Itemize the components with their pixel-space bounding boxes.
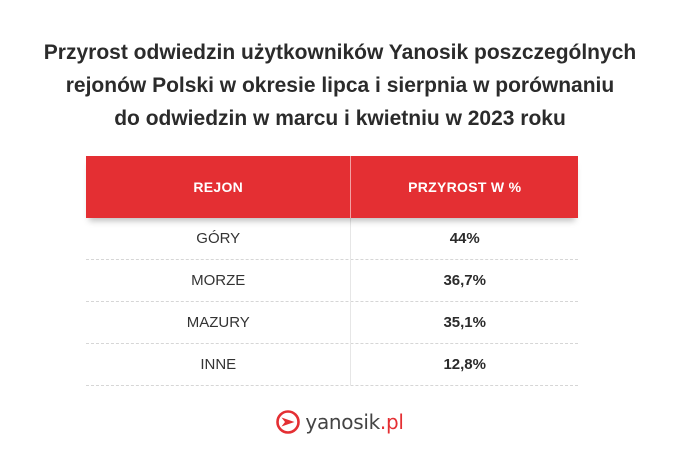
cell-growth: 12,8%	[443, 356, 486, 373]
brand-logo-inner: yanosik.pl	[276, 410, 404, 434]
cell-region: MAZURY	[86, 302, 352, 343]
title-line-3: do odwiedzin w marcu i kwietniu w 2023 r…	[114, 107, 566, 130]
chart-title: Przyrost odwiedzin użytkowników Yanosik …	[20, 36, 660, 135]
cell-growth: 35,1%	[443, 314, 486, 331]
brand-logo-text: yanosik.pl	[305, 410, 403, 434]
table-row: MORZE 36,7%	[86, 260, 578, 302]
yanosik-logo-icon	[276, 410, 301, 434]
table-row: GÓRY 44%	[86, 218, 578, 260]
table-row: INNE 12,8%	[86, 344, 578, 386]
title-line-1: Przyrost odwiedzin użytkowników Yanosik …	[43, 41, 637, 64]
table-header: REJON PRZYROST W %	[86, 156, 578, 218]
brand-dot: .	[379, 410, 386, 434]
cell-growth: 44%	[449, 230, 480, 247]
brand-name: yanosik	[305, 410, 380, 434]
table-row: MAZURY 35,1%	[86, 302, 578, 344]
cell-region: INNE	[86, 344, 352, 385]
cell-growth: 36,7%	[443, 272, 486, 289]
data-table: REJON PRZYROST W % GÓRY 44% MORZE 36,7% …	[86, 156, 578, 386]
cell-region: MORZE	[86, 260, 352, 301]
table-body: GÓRY 44% MORZE 36,7% MAZURY 35,1% INNE 1…	[86, 218, 578, 386]
cell-region: GÓRY	[86, 218, 352, 259]
brand-logo: yanosik.pl	[0, 410, 680, 434]
column-header-growth: PRZYROST W %	[408, 179, 522, 195]
title-line-2: rejonów Polski w okresie lipca i sierpni…	[65, 74, 615, 97]
brand-tld: pl	[385, 410, 404, 434]
column-header-region: REJON	[86, 156, 352, 218]
